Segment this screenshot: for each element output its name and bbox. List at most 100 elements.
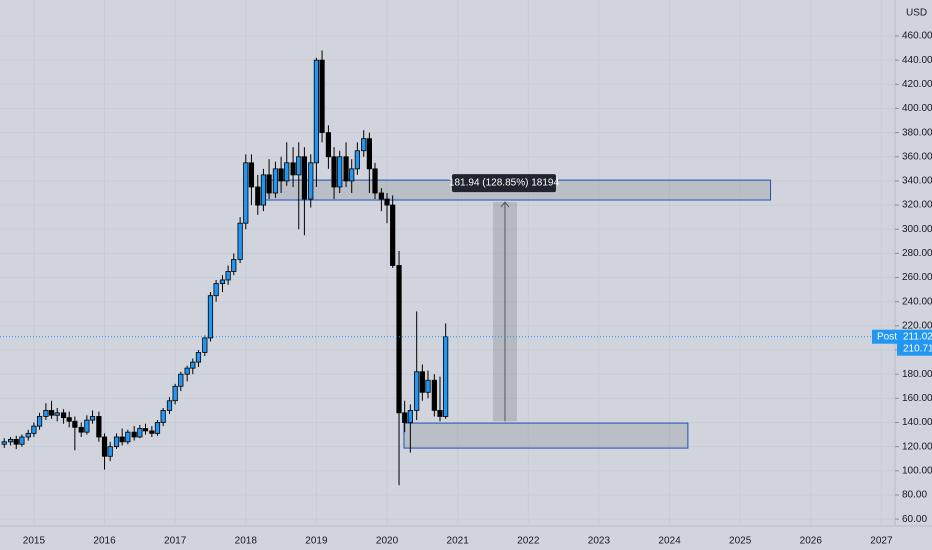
candle-body	[225, 271, 231, 281]
y-tick-label: 60.00	[902, 514, 927, 525]
measure-arrowhead	[500, 201, 510, 208]
zone	[403, 422, 689, 449]
candle-body	[396, 265, 402, 414]
x-tick-label: 2021	[447, 536, 470, 547]
candle-body	[202, 337, 208, 353]
candle-body	[248, 162, 255, 188]
candle-body	[219, 279, 226, 284]
candle-body	[190, 361, 196, 369]
candle-body	[378, 192, 384, 200]
x-tick-label: 2022	[517, 536, 540, 547]
price-tag-name: Post	[877, 331, 897, 342]
candle-body	[96, 416, 102, 438]
candle-body	[172, 385, 178, 402]
y-tick-label: 100.00	[902, 465, 932, 476]
x-tick-label: 2015	[23, 536, 46, 547]
candle-body	[243, 162, 249, 224]
price-tag-label: 210.71	[903, 343, 932, 354]
currency-label: USD	[906, 8, 927, 19]
candle-body	[207, 295, 214, 339]
y-tick-label: 220.00	[902, 321, 932, 332]
candle-body	[113, 436, 120, 448]
x-tick-label: 2025	[729, 536, 752, 547]
y-tick-label: 80.00	[902, 490, 927, 501]
candle-body	[419, 371, 425, 393]
candle-body	[354, 150, 360, 170]
x-tick-label: 2019	[305, 536, 328, 547]
candle-body	[119, 436, 125, 443]
candle-body	[66, 417, 72, 422]
candle-body	[278, 168, 284, 182]
candle-body	[154, 422, 161, 434]
candle-body	[284, 162, 290, 182]
candle-body	[349, 168, 355, 182]
candle-body	[266, 174, 272, 194]
candle-body	[437, 410, 443, 417]
candle-body	[213, 283, 219, 297]
candle-body	[7, 439, 14, 443]
x-tick-label: 2023	[588, 536, 611, 547]
candle-body	[107, 446, 113, 457]
y-tick-label: 140.00	[902, 417, 932, 428]
x-tick-label: 2027	[870, 536, 893, 547]
candle-body	[343, 156, 349, 182]
candle-body	[372, 168, 378, 194]
y-tick-label: 360.00	[902, 151, 932, 162]
candle-body	[184, 367, 190, 375]
candle-body	[25, 432, 31, 438]
candle-body	[78, 426, 84, 433]
candle-body	[195, 352, 202, 363]
candle-body	[1, 441, 7, 445]
candle-body	[331, 156, 337, 188]
candle-body	[384, 198, 390, 206]
candle-body	[308, 162, 314, 200]
candle-body	[101, 436, 108, 457]
price-tag-box	[897, 341, 932, 356]
x-tick-label: 2026	[800, 536, 823, 547]
candle-body	[36, 416, 43, 427]
y-tick-label: 420.00	[902, 79, 932, 90]
candle-body	[178, 373, 184, 387]
candle-body	[54, 412, 60, 416]
x-tick-label: 2018	[235, 536, 258, 547]
candle-body	[19, 436, 25, 445]
y-tick-label: 440.00	[902, 55, 932, 66]
x-tick-label: 2017	[164, 536, 187, 547]
candle-body	[31, 425, 37, 434]
candle-body	[131, 431, 137, 438]
candle-body	[255, 186, 261, 206]
y-tick-label: 240.00	[902, 296, 932, 307]
candle-body	[149, 430, 155, 434]
candle-body	[231, 259, 237, 272]
candle-body	[366, 138, 372, 170]
x-tick-label: 2016	[93, 536, 116, 547]
x-tick-label: 2020	[376, 536, 399, 547]
candle-body	[390, 204, 396, 266]
candle-body	[402, 412, 408, 423]
candle-body	[137, 428, 143, 438]
candle-body	[125, 431, 131, 443]
y-tick-label: 320.00	[902, 200, 932, 211]
candle-body	[313, 59, 320, 164]
candle-body	[272, 168, 279, 194]
candle-body	[89, 416, 96, 421]
candle-body	[443, 336, 449, 417]
candle-body	[325, 132, 332, 158]
price-tag-label: 211.02	[903, 331, 932, 342]
y-tick-label: 260.00	[902, 272, 932, 283]
candle-body	[237, 222, 243, 260]
y-tick-label: 300.00	[902, 224, 932, 235]
candle-body	[142, 428, 149, 432]
candle-body	[60, 412, 67, 419]
candle-body	[84, 419, 90, 433]
x-tick-label: 2024	[658, 536, 681, 547]
measure-label: 181.94 (128.85%) 18194	[449, 178, 560, 189]
candle-body	[296, 156, 302, 176]
y-tick-label: 380.00	[902, 127, 932, 138]
candle-body	[407, 410, 413, 423]
candle-body	[43, 410, 49, 417]
candle-body	[13, 439, 19, 445]
candle-body	[48, 410, 55, 416]
candle-body	[260, 174, 267, 206]
